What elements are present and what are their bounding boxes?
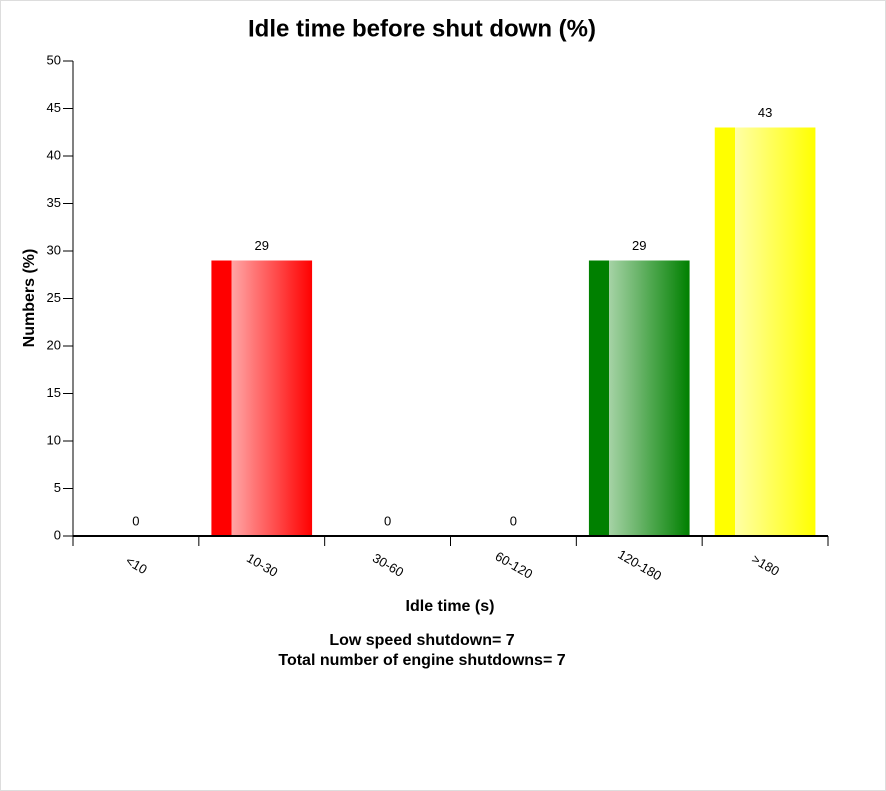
y-axis-title: Numbers (%) bbox=[21, 249, 38, 348]
y-tick-label: 35 bbox=[47, 195, 61, 210]
y-tick-label: 0 bbox=[54, 527, 61, 542]
y-tick-label: 40 bbox=[47, 147, 61, 162]
annotation: Total number of engine shutdowns= 7 bbox=[278, 652, 565, 669]
y-tick-label: 5 bbox=[54, 480, 61, 495]
annotation: Low speed shutdown= 7 bbox=[329, 632, 514, 649]
y-tick-label: 20 bbox=[47, 337, 61, 352]
value-label: 29 bbox=[255, 238, 269, 253]
chart-title: Idle time before shut down (%) bbox=[248, 15, 596, 42]
y-tick-label: 45 bbox=[47, 100, 61, 115]
y-tick-label: 25 bbox=[47, 290, 61, 305]
y-tick-label: 10 bbox=[47, 432, 61, 447]
value-label: 43 bbox=[758, 105, 772, 120]
x-axis-title: Idle time (s) bbox=[406, 598, 495, 615]
value-label: 29 bbox=[632, 238, 646, 253]
value-label: 0 bbox=[384, 513, 391, 528]
y-tick-label: 15 bbox=[47, 385, 61, 400]
bar bbox=[714, 127, 816, 536]
y-tick-label: 50 bbox=[47, 52, 61, 67]
y-tick-label: 30 bbox=[47, 242, 61, 257]
bar bbox=[588, 260, 690, 536]
value-label: 0 bbox=[510, 513, 517, 528]
bar bbox=[211, 260, 313, 536]
value-label: 0 bbox=[132, 513, 139, 528]
